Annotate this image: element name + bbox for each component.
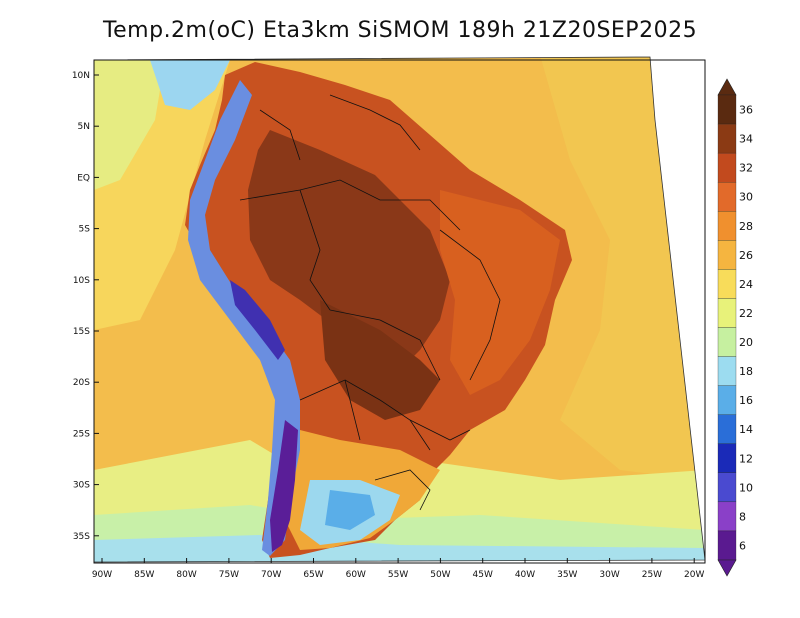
colorbar-label: 16	[739, 394, 753, 407]
lat-tick-label: 5N	[78, 122, 90, 132]
colorbar-bottom-arrow	[717, 559, 737, 577]
border-line	[409, 419, 471, 441]
border-line	[299, 379, 361, 441]
lon-tick-label: 70W	[261, 570, 281, 580]
colorbar-swatch	[717, 385, 737, 415]
far-south-band	[94, 535, 705, 562]
colorbar-swatch	[717, 501, 737, 532]
colorbar-top-arrow	[717, 78, 737, 96]
lat-tick-label: EQ	[77, 173, 90, 183]
lon-tick-label: 90W	[92, 570, 112, 580]
lon-tick-label: 45W	[473, 570, 493, 580]
lon-tick-label: 80W	[176, 570, 196, 580]
lat-tick-label: 25S	[73, 429, 90, 439]
lat-tick-label: 35S	[73, 532, 90, 542]
colorbar-label: 12	[739, 452, 753, 465]
andes-central-cold	[230, 280, 285, 360]
lon-tick-label: 60W	[346, 570, 366, 580]
colorbar-label: 8	[739, 510, 746, 523]
border-line	[299, 189, 331, 311]
lat-tick-label: 10N	[72, 71, 90, 81]
lat-tick-label: 5S	[79, 225, 91, 235]
colorbar-label: 18	[739, 365, 753, 378]
lon-tick-label: 25W	[642, 570, 662, 580]
andes-coldest	[270, 420, 298, 552]
colorbar-swatch	[717, 414, 737, 444]
lat-tick-label: 10S	[73, 276, 90, 286]
border-line	[259, 109, 301, 161]
border-line	[439, 229, 501, 381]
colorbar-label: 30	[739, 191, 753, 204]
colorbar-label: 34	[739, 133, 753, 146]
border-line	[374, 469, 431, 511]
lat-tick-label: 20S	[73, 378, 90, 388]
lon-tick-label: 30W	[599, 570, 619, 580]
map-title: Temp.2m(oC) Eta3km SiSMOM 189h 21Z20SEP2…	[102, 18, 698, 43]
colorbar-swatch	[717, 472, 737, 503]
lat-tick-label: 30S	[73, 481, 90, 491]
lon-tick-label: 35W	[557, 570, 577, 580]
colorbar-swatch	[717, 152, 737, 183]
lon-tick-label: 40W	[515, 570, 535, 580]
longitude-axis: 90W 85W 80W 75W 70W 65W 60W 55W 50W 45W 40W 35W 30W 2…	[92, 558, 704, 580]
colorbar: 36 34 32 30 28 26 24 22 20 18 16 14 12 10 8 6	[717, 78, 753, 577]
pampas-cold	[325, 490, 375, 530]
border-line	[329, 94, 421, 151]
colorbar-swatch	[717, 211, 737, 241]
colorbar-label: 10	[739, 481, 753, 494]
lon-tick-label: 50W	[430, 570, 450, 580]
lon-tick-label: 65W	[303, 570, 323, 580]
andes-cold-strip	[188, 80, 300, 556]
lon-tick-label: 55W	[388, 570, 408, 580]
colorbar-label: 32	[739, 162, 753, 175]
colorbar-swatch	[717, 269, 737, 299]
border-line	[329, 309, 441, 381]
colorbar-label: 20	[739, 336, 753, 349]
pantanal-hot-core	[320, 300, 440, 420]
colorbar-swatch	[717, 356, 737, 386]
border-line	[344, 379, 431, 451]
colorbar-swatch	[717, 182, 737, 212]
colorbar-swatch	[717, 327, 737, 357]
latitude-axis: 10N 5N EQ 5S 10S 15S 20S 25S 30S 35S	[72, 71, 99, 542]
political-borders	[239, 94, 501, 511]
map-domain	[94, 57, 705, 562]
plot-frame	[93, 59, 706, 564]
colorbar-label: 26	[739, 249, 753, 262]
colorbar-swatch	[717, 123, 737, 154]
colorbar-label: 22	[739, 307, 753, 320]
colorbar-label: 14	[739, 423, 753, 436]
colorbar-swatch	[717, 240, 737, 270]
lat-tick-label: 15S	[73, 327, 90, 337]
lon-tick-label: 85W	[134, 570, 154, 580]
border-line	[239, 179, 461, 231]
east-brazil-warm	[440, 190, 560, 395]
colorbar-label: 24	[739, 278, 753, 291]
colorbar-label: 28	[739, 220, 753, 233]
colorbar-swatch	[717, 94, 737, 125]
colorbar-swatch	[717, 443, 737, 473]
colorbar-swatch	[717, 298, 737, 328]
colorbar-label: 36	[739, 104, 753, 117]
colorbar-swatch	[717, 530, 737, 561]
lon-tick-label: 75W	[219, 570, 239, 580]
colorbar-label: 6	[739, 539, 746, 552]
lon-tick-label: 20W	[684, 570, 704, 580]
pacific-cold-zone	[94, 60, 165, 190]
caribbean-pacific-cold	[150, 60, 230, 110]
